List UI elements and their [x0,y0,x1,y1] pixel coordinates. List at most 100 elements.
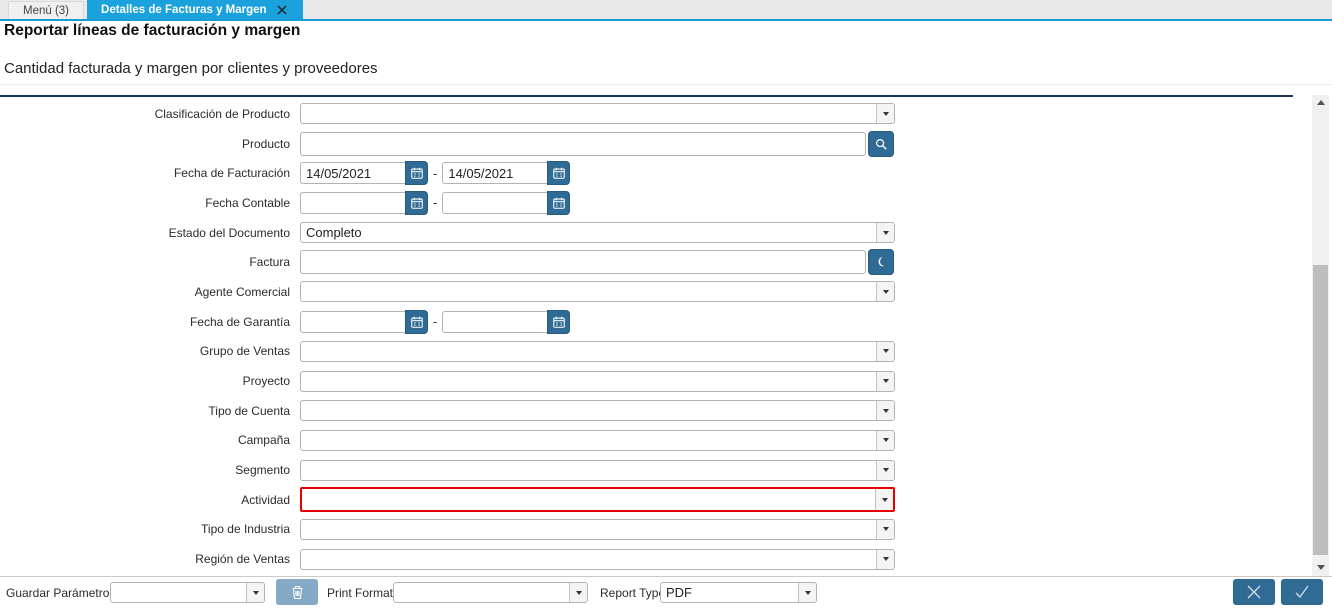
field-label: Segmento [235,463,290,478]
calendar-button[interactable] [547,190,571,215]
field-label: Factura [249,255,290,270]
field-editor [300,518,895,540]
combo-arrow-button[interactable] [876,282,894,302]
arrow-up-icon [1316,100,1325,105]
combo-arrow-button[interactable] [875,489,893,511]
print-format-combo [393,582,588,603]
print-format-label: Print Format [327,586,394,600]
combo-input[interactable] [302,489,875,511]
tab-active-label: Detalles de Facturas y Margen [101,3,267,16]
date-input[interactable] [442,162,548,185]
calendar-button[interactable] [405,161,428,186]
trash-icon [292,585,302,600]
chevron-down-icon [882,438,889,443]
field-label: Campaña [237,433,290,448]
calendar-icon [552,166,566,180]
field-label: Proyecto [242,374,290,389]
combo-error [300,487,895,513]
confirm-button[interactable] [1281,579,1323,605]
combo-arrow-button[interactable] [876,401,894,421]
date-input[interactable] [300,310,405,333]
form-row: Fecha de Facturación - [0,158,1293,188]
calendar-button[interactable] [405,309,428,334]
date-range-separator: - [433,195,438,211]
combo [300,548,895,570]
tab-menu[interactable]: Menú (3) [8,1,85,19]
close-icon [1247,585,1261,599]
combo-arrow-button[interactable] [876,104,894,124]
field-label: Actividad [241,492,290,507]
chevron-down-icon [882,111,889,116]
combo-arrow-button[interactable] [569,583,587,602]
vertical-scrollbar[interactable] [1312,95,1329,576]
date-field [442,161,571,186]
combo [300,370,895,392]
field-editor [300,487,895,513]
field-editor [300,249,894,276]
combo-arrow-button[interactable] [876,341,894,361]
combo-input[interactable] [301,519,876,539]
cancel-button[interactable] [1233,579,1275,605]
date-input[interactable] [300,191,405,214]
scrollbar-thumb[interactable] [1313,265,1328,555]
field-label: Producto [241,136,290,151]
scrollbar-up-button[interactable] [1312,95,1329,110]
invoice-lookup-button[interactable] [868,249,894,276]
date-input[interactable] [442,310,548,333]
combo-arrow-button[interactable] [876,549,894,569]
form-row: Región de Ventas [0,544,1293,574]
tab-detalles-facturas-margen[interactable]: Detalles de Facturas y Margen [87,0,303,19]
combo-arrow-button[interactable] [876,519,894,539]
page-subtitle: Cantidad facturada y margen por clientes… [4,60,378,77]
combo-input[interactable] [301,341,876,361]
combo-arrow-button[interactable] [246,583,264,602]
combo-arrow-button[interactable] [876,460,894,480]
combo-arrow-button[interactable] [876,430,894,450]
form-row: Estado del Documento [0,218,1293,248]
combo-input[interactable] [301,371,876,391]
combo-arrow-button[interactable] [876,371,894,391]
chevron-down-icon [804,590,811,595]
combo-input[interactable] [301,223,876,243]
date-input[interactable] [300,162,405,185]
combo-input[interactable] [301,549,876,569]
lookup-input[interactable] [300,131,866,156]
arrow-down-icon [1316,565,1325,570]
combo-input[interactable] [301,282,876,302]
lookup-input[interactable] [300,250,866,275]
combo-arrow-button[interactable] [876,223,894,243]
form-row: Actividad [0,485,1293,515]
save-parameter-input[interactable] [111,583,246,602]
scrollbar-down-button[interactable] [1312,560,1329,575]
form-row: Clasificación de Producto [0,99,1293,129]
field-editor: - [300,309,571,334]
report-type-combo [660,582,817,603]
combo [300,400,895,422]
product-search-button[interactable] [868,130,894,157]
delete-parameter-button[interactable] [276,579,318,605]
form-row: Tipo de Cuenta [0,396,1293,426]
calendar-button[interactable] [547,161,571,186]
close-icon[interactable] [276,3,289,16]
combo-input[interactable] [301,430,876,450]
date-range-separator: - [433,314,438,330]
calendar-button[interactable] [547,309,571,334]
print-format-input[interactable] [394,583,569,602]
chevron-down-icon [882,289,889,294]
combo-arrow-button[interactable] [798,583,816,602]
chevron-down-icon [882,379,889,384]
report-type-input[interactable] [661,583,798,602]
combo-input[interactable] [301,104,876,124]
combo-input[interactable] [301,460,876,480]
calendar-button[interactable] [405,190,428,215]
form-row: Fecha de Garantía - [0,307,1293,337]
chevron-down-icon [252,590,259,595]
combo [300,340,895,362]
invoice-lookup-icon [874,255,888,269]
combo-input[interactable] [301,401,876,421]
field-editor [300,548,895,570]
date-input[interactable] [442,191,548,214]
form-row: Fecha Contable - [0,188,1293,218]
tab-bar: Menú (3) Detalles de Facturas y Margen [0,0,1332,21]
